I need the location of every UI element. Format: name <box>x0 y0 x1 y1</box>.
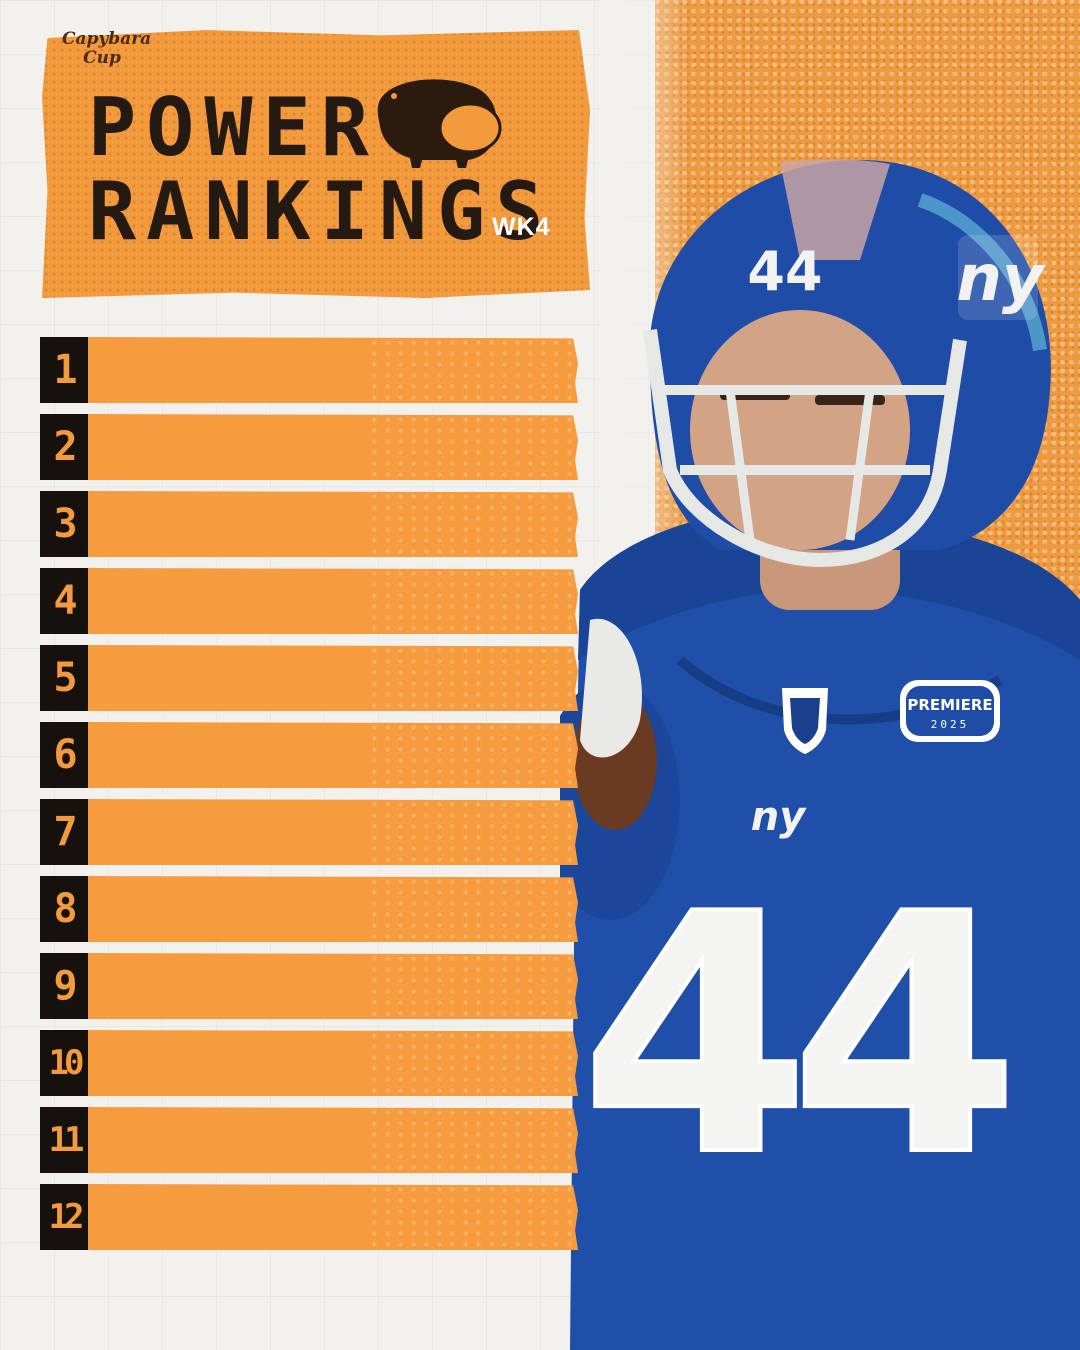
rank-number: 10 <box>40 1030 88 1096</box>
rank-number: 11 <box>40 1107 88 1173</box>
capybara-icon <box>377 79 502 168</box>
ranking-row-7: 7 <box>40 799 580 865</box>
rank-team-slot <box>88 414 578 480</box>
title-power: POWER <box>88 81 379 174</box>
helmet-ny-logo: ny <box>956 242 1046 316</box>
rank-team-slot <box>88 1107 578 1173</box>
logo-wordmark: Capybara Cup <box>62 29 152 68</box>
week-label: WK4 <box>492 213 551 241</box>
rank-number: 6 <box>40 722 88 788</box>
logo-text-line1: Capybara <box>62 29 152 49</box>
premiere-patch: PREMIERE 2025 <box>900 680 1000 742</box>
ranking-row-3: 3 <box>40 491 580 557</box>
title-block <box>42 30 590 298</box>
rank-team-slot <box>88 722 578 788</box>
rank-number: 3 <box>40 491 88 557</box>
rank-team-slot <box>88 1030 578 1096</box>
title-rankings: RANKINGS <box>88 165 554 258</box>
patch-text-line2: 2025 <box>931 718 970 731</box>
rank-number: 4 <box>40 568 88 634</box>
helmet-number: 44 <box>747 240 822 303</box>
player-photo: ny 44 PREMIERE 2025 ny 44 <box>560 159 1080 1350</box>
rank-team-slot <box>88 491 578 557</box>
ranking-row-8: 8 <box>40 876 580 942</box>
ranking-row-11: 11 <box>40 1107 580 1173</box>
patch-text-line1: PREMIERE <box>907 696 992 714</box>
ranking-row-10: 10 <box>40 1030 580 1096</box>
rank-team-slot <box>88 645 578 711</box>
ranking-row-1: 1 <box>40 337 580 403</box>
ranking-row-9: 9 <box>40 953 580 1019</box>
logo-text-line2: Cup <box>83 48 121 68</box>
rank-team-slot <box>88 799 578 865</box>
rank-number: 12 <box>40 1184 88 1250</box>
rank-team-slot <box>88 568 578 634</box>
chest-ny-logo: ny <box>751 794 807 840</box>
rank-team-slot <box>88 337 578 403</box>
nfl-shield-icon <box>782 688 828 754</box>
rank-number: 8 <box>40 876 88 942</box>
rank-team-slot <box>88 1184 578 1250</box>
rank-team-slot <box>88 876 578 942</box>
rank-team-slot <box>88 953 578 1019</box>
ranking-row-12: 12 <box>40 1184 580 1250</box>
ranking-row-4: 4 <box>40 568 580 634</box>
rank-number: 9 <box>40 953 88 1019</box>
ranking-row-2: 2 <box>40 414 580 480</box>
rank-number: 5 <box>40 645 88 711</box>
ranking-row-6: 6 <box>40 722 580 788</box>
rank-number: 1 <box>40 337 88 403</box>
jersey-number: 44 <box>580 844 1006 1228</box>
ranking-row-5: 5 <box>40 645 580 711</box>
rank-number: 7 <box>40 799 88 865</box>
rank-number: 2 <box>40 414 88 480</box>
